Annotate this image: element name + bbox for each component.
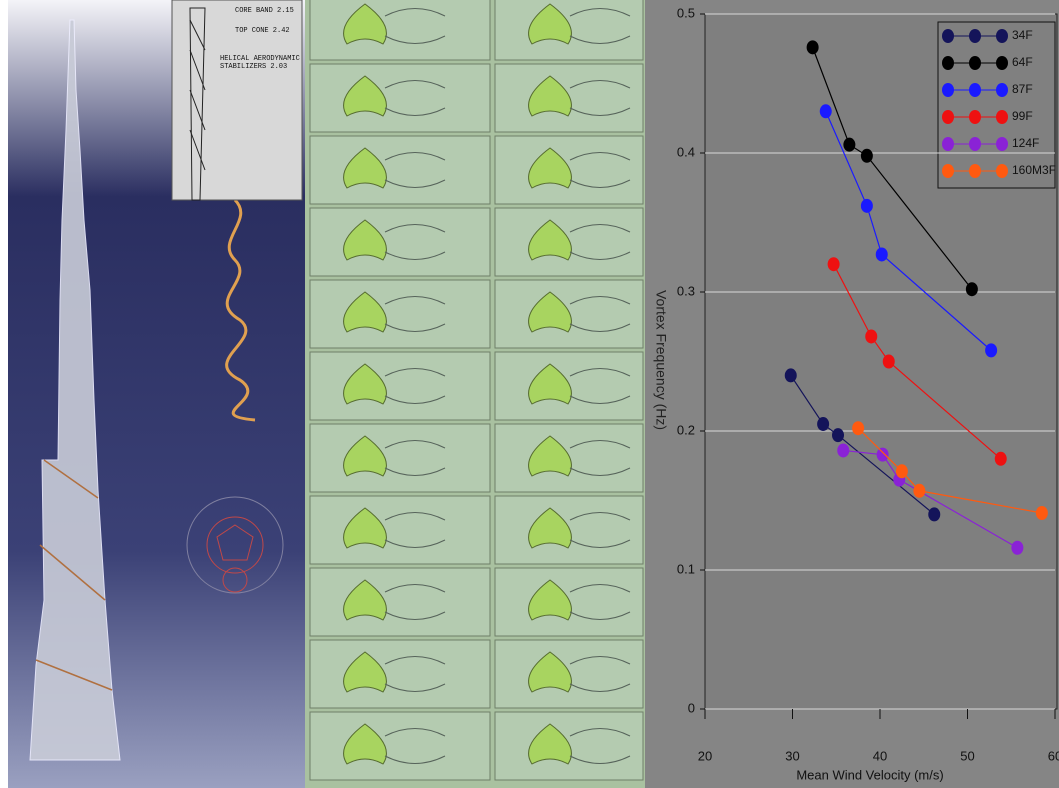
data-point — [837, 443, 849, 457]
legend-marker — [996, 110, 1008, 124]
data-point — [852, 421, 864, 435]
legend-marker — [942, 29, 954, 43]
data-point — [1036, 506, 1048, 520]
data-point — [843, 138, 855, 152]
legend-label: 160M3F — [1012, 163, 1056, 177]
legend-label: 124F — [1012, 136, 1039, 150]
inset-label: CORE BAND 2.15 — [235, 7, 294, 15]
legend-marker — [969, 56, 981, 70]
data-point — [817, 417, 829, 431]
legend-marker — [996, 137, 1008, 151]
data-point — [966, 282, 978, 296]
model-panel — [310, 208, 490, 276]
chart: Mean Wind Velocity (m/s) Vortex Frequenc… — [645, 0, 1059, 788]
model-panel — [310, 352, 490, 420]
legend-marker — [942, 110, 954, 124]
photo-panel — [305, 0, 645, 788]
x-tick-label: 40 — [873, 748, 887, 763]
legend-marker — [996, 164, 1008, 178]
legend-marker — [969, 164, 981, 178]
inset-label-box: HELICAL AERODYNAMIC STABILIZERS 2.03 — [220, 55, 300, 105]
legend-marker — [969, 110, 981, 124]
model-panel — [310, 0, 490, 60]
y-axis-label: Vortex Frequency (Hz) — [653, 290, 669, 430]
legend-label: 87F — [1012, 82, 1033, 96]
data-point — [785, 368, 797, 382]
data-point — [896, 464, 908, 478]
data-point — [877, 448, 889, 462]
x-tick-label: 60 — [1048, 748, 1059, 763]
data-point — [995, 452, 1007, 466]
composite-figure: CORE BAND 2.15 TOP CONE 2.42 HELICAL AER… — [0, 0, 1059, 788]
x-axis-label: Mean Wind Velocity (m/s) — [796, 767, 943, 782]
legend-label: 99F — [1012, 109, 1033, 123]
legend-marker — [969, 83, 981, 97]
y-tick-label: 0.4 — [677, 144, 695, 159]
legend-marker — [969, 137, 981, 151]
model-panel — [310, 568, 490, 636]
model-panel — [310, 496, 490, 564]
y-tick-label: 0.3 — [677, 283, 695, 298]
legend-marker — [942, 56, 954, 70]
data-point — [865, 329, 877, 343]
model-panel — [310, 424, 490, 492]
data-point — [820, 104, 832, 118]
y-tick-label: 0 — [688, 700, 695, 715]
data-point — [883, 355, 895, 369]
data-point — [807, 40, 819, 54]
data-point — [928, 507, 940, 521]
y-tick-label: 0.1 — [677, 561, 695, 576]
y-tick-label: 0.5 — [677, 5, 695, 20]
model-panel — [310, 640, 490, 708]
x-tick-label: 30 — [785, 748, 799, 763]
data-point — [1011, 541, 1023, 555]
model-panel — [310, 64, 490, 132]
legend-label: 64F — [1012, 55, 1033, 69]
data-point — [913, 484, 925, 498]
data-point — [876, 247, 888, 261]
legend-label: 34F — [1012, 28, 1033, 42]
model-panel — [310, 712, 490, 780]
legend-marker — [942, 83, 954, 97]
model-panel — [310, 280, 490, 348]
legend-marker — [996, 29, 1008, 43]
legend-marker — [996, 56, 1008, 70]
x-tick-label: 50 — [960, 748, 974, 763]
legend-marker — [996, 83, 1008, 97]
data-point — [828, 257, 840, 271]
inset-label: HELICAL AERODYNAMIC STABILIZERS 2.03 — [220, 55, 300, 71]
inset-label: TOP CONE 2.42 — [235, 27, 290, 35]
legend-marker — [969, 29, 981, 43]
data-point — [832, 428, 844, 442]
x-tick-label: 20 — [698, 748, 712, 763]
model-panel — [310, 136, 490, 204]
data-point — [861, 199, 873, 213]
data-point — [985, 343, 997, 357]
y-tick-label: 0.2 — [677, 422, 695, 437]
legend-marker — [942, 164, 954, 178]
data-point — [861, 149, 873, 163]
legend-marker — [942, 137, 954, 151]
tower-panel: CORE BAND 2.15 TOP CONE 2.42 HELICAL AER… — [0, 0, 305, 788]
